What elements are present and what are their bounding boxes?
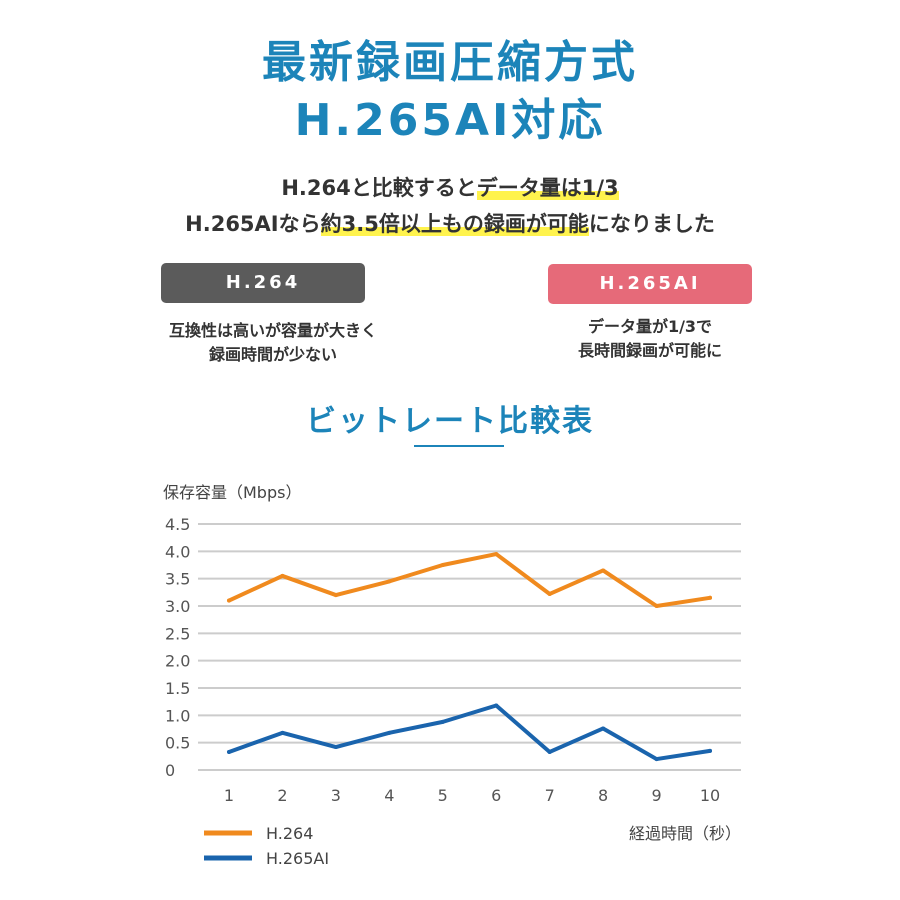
data-point-h265ai [333,745,338,750]
x-tick-label: 9 [651,786,661,805]
main-title-line2: H.265AI対応 [294,95,606,146]
y-tick-label: 0.5 [165,734,190,753]
data-point-h264 [333,593,338,598]
x-tick-label: 4 [384,786,394,805]
y-axis-title: 保存容量（Mbps） [163,483,301,502]
data-point-h264 [227,598,231,603]
y-tick-label: 4.5 [165,515,190,534]
x-tick-label: 8 [598,786,608,805]
y-tick-label: 2.0 [165,652,190,671]
h264-description-line1: 互換性は高いが容量が大きく [168,321,377,340]
intro-line1-text: H.264と比較すると [281,176,477,200]
x-axis-title: 経過時間（秒） [629,824,741,843]
y-tick-label: 2.5 [165,624,190,643]
y-tick-label: 0 [165,761,175,780]
data-point-h264 [387,579,392,584]
data-point-h264 [708,595,712,600]
x-tick-label: 6 [491,786,501,805]
series-line-h265ai [227,703,712,762]
data-point-h264 [547,591,552,596]
x-tick-label: 1 [224,786,234,805]
h264-badge: H.264 [161,263,365,303]
data-point-h265ai [494,703,499,708]
y-tick-label: 1.5 [165,679,190,698]
intro-line1-highlight: データ量は1/3 [476,176,619,200]
intro-line2: H.265AIなら約3.5倍以上もの録画が可能になりました [0,208,900,238]
y-tick-label: 1.0 [165,706,190,725]
legend-label-h264: H.264 [266,824,313,843]
intro-line2-text-start: H.265AIなら [185,212,321,236]
data-point-h264 [440,563,445,567]
data-point-h264 [601,568,606,573]
intro-line2-text-end: になりました [588,212,715,236]
data-point-h265ai [601,726,606,731]
h264-description-line2: 録画時間が少ない [208,345,337,364]
data-point-h265ai [387,730,392,735]
y-tick-label: 3.0 [165,597,190,616]
section-title: ビットレート比較表 [306,404,594,439]
y-tick-label: 3.5 [165,570,190,589]
x-tick-label: 10 [700,786,720,805]
data-point-h265ai [547,749,552,754]
series-line-h264 [227,552,712,608]
data-point-h265ai [280,730,285,735]
x-tick-label: 7 [545,786,555,805]
data-point-h265ai [227,749,231,754]
data-point-h265ai [654,757,659,762]
y-tick-label: 4.0 [165,542,190,561]
section-title-underline [414,445,504,447]
intro-line2-highlight: 約3.5倍以上もの録画が可能 [320,212,589,236]
h265ai-description-line2: 長時間録画が可能に [577,341,722,360]
data-point-h264 [654,604,659,608]
data-point-h265ai [440,719,445,724]
h265ai-description-line1: データ量が1/3で [587,317,713,336]
x-tick-label: 2 [277,786,287,805]
legend-label-h265ai: H.265AI [266,849,329,868]
data-point-h265ai [708,748,712,753]
x-tick-label: 3 [331,786,341,805]
h265ai-description: データ量が1/3で 長時間録画が可能に [510,315,790,363]
data-point-h264 [494,552,499,557]
h264-description: 互換性は高いが容量が大きく 録画時間が少ない [130,319,416,367]
h265ai-badge: H.265AI [548,264,752,304]
intro-line1: H.264と比較するとデータ量は1/3 [0,172,900,202]
data-point-h264 [280,573,285,578]
main-title-line1: 最新録画圧縮方式 [262,37,638,88]
x-tick-label: 5 [438,786,448,805]
